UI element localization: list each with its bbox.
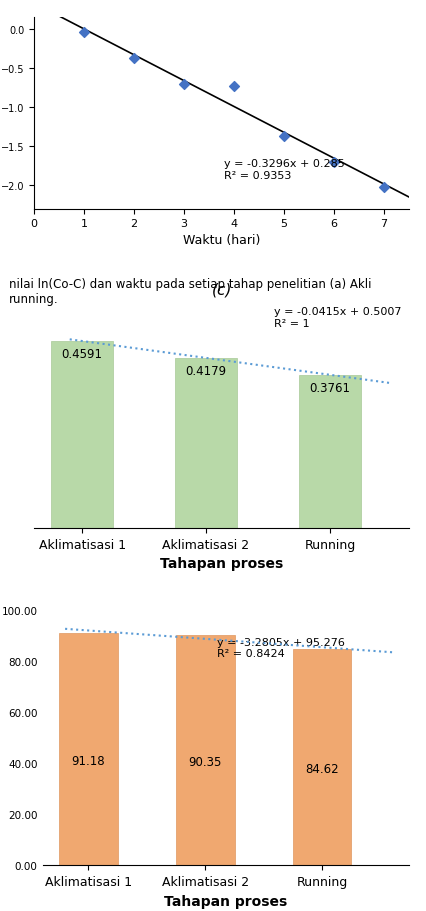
Text: nilai ln(Co-C) dan waktu pada setiap tahap penelitian (a) Akli
running.: nilai ln(Co-C) dan waktu pada setiap tah… — [9, 278, 371, 306]
Point — [380, 180, 387, 195]
Text: 90.35: 90.35 — [189, 755, 222, 768]
Text: y = -0.0415x + 0.5007
R² = 1: y = -0.0415x + 0.5007 R² = 1 — [274, 307, 402, 328]
Bar — [299, 375, 361, 528]
Text: (a): (a) — [211, 615, 232, 630]
Text: y = -3.2805x + 95.276
R² = 0.8424: y = -3.2805x + 95.276 R² = 0.8424 — [217, 637, 345, 659]
Text: 0.4179: 0.4179 — [185, 364, 227, 377]
Point — [131, 52, 138, 67]
Text: 84.62: 84.62 — [305, 762, 339, 775]
Point — [281, 130, 288, 145]
Text: 91.18: 91.18 — [72, 754, 105, 767]
Text: 0.4591: 0.4591 — [62, 348, 103, 361]
Text: 0.3761: 0.3761 — [309, 382, 351, 394]
X-axis label: Waktu (hari): Waktu (hari) — [183, 233, 260, 246]
Point — [331, 156, 337, 170]
Text: y = -0.3296x + 0.285
R² = 0.9353: y = -0.3296x + 0.285 R² = 0.9353 — [224, 159, 345, 180]
Point — [230, 79, 237, 94]
Bar — [293, 650, 351, 865]
Text: (c): (c) — [211, 282, 232, 297]
X-axis label: Tahapan proses: Tahapan proses — [160, 557, 283, 570]
Bar — [176, 635, 235, 865]
Point — [181, 77, 187, 92]
Bar — [175, 358, 237, 528]
Bar — [59, 633, 118, 865]
X-axis label: Tahapan proses: Tahapan proses — [164, 894, 288, 907]
Bar — [51, 342, 113, 528]
Point — [81, 26, 87, 41]
